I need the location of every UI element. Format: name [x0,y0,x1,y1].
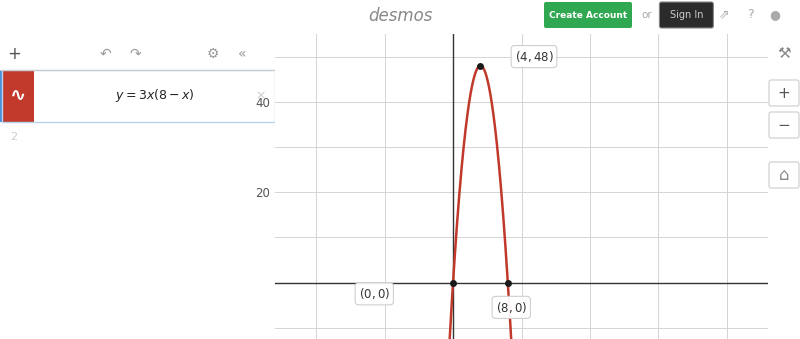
Text: ⌂: ⌂ [778,166,790,184]
Text: ↶: ↶ [99,47,111,61]
FancyBboxPatch shape [2,70,34,122]
Text: $(4, 48)$: $(4, 48)$ [514,49,554,64]
Text: $(0,0)$: $(0,0)$ [358,286,390,301]
Text: $y = 3x(8-x)$: $y = 3x(8-x)$ [115,87,195,104]
Text: −: − [778,118,790,133]
Text: ⚙: ⚙ [206,47,219,61]
Text: 2: 2 [10,132,18,142]
FancyBboxPatch shape [0,70,275,122]
Text: ↷: ↷ [129,47,141,61]
Text: or: or [641,10,652,20]
Text: Sign In: Sign In [670,10,703,20]
Text: ●: ● [769,8,780,21]
FancyBboxPatch shape [769,112,799,138]
Text: desmos: desmos [368,7,432,25]
Text: ?: ? [747,8,754,21]
Text: Create Account: Create Account [549,11,627,20]
Text: $(8,0)$: $(8,0)$ [496,300,527,315]
Text: ∿: ∿ [10,86,26,105]
FancyBboxPatch shape [769,162,799,188]
FancyBboxPatch shape [769,80,799,106]
FancyBboxPatch shape [659,2,714,28]
FancyBboxPatch shape [544,2,632,28]
Text: ×: × [256,89,266,102]
Text: +: + [778,85,790,100]
Text: ⇗: ⇗ [718,8,730,21]
Text: Untitled Graph: Untitled Graph [32,9,124,22]
Text: ⚒: ⚒ [777,46,791,61]
FancyBboxPatch shape [0,70,2,122]
Text: «: « [238,47,246,61]
Text: +: + [7,45,21,63]
